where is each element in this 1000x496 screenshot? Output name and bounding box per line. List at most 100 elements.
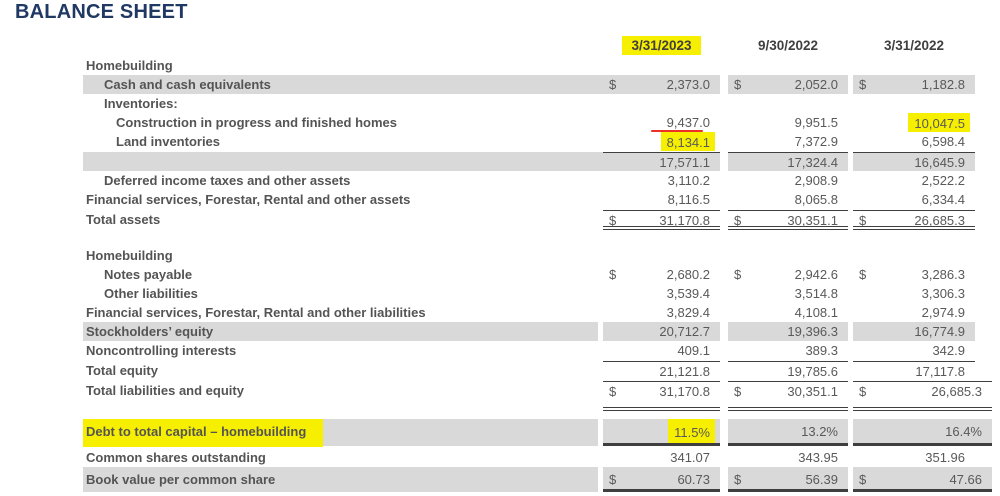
value-cell: 409.1 xyxy=(603,341,720,360)
value-cell: 6,598.4 xyxy=(853,132,975,151)
cell-value: 9,437.0 xyxy=(666,115,710,130)
dollar-sign: $ xyxy=(734,77,742,92)
cell-value: 16,774.9 xyxy=(914,324,965,339)
value-cell: 342.9 xyxy=(853,341,975,360)
value-cell: $31,170.8 xyxy=(603,380,720,411)
table-row-homebuilding-assets: Homebuilding xyxy=(0,56,1000,75)
cell-value: 2,373.0 xyxy=(666,77,710,92)
value-cell: 17,324.4 xyxy=(728,151,848,171)
table-row-common-shares-outstanding: Common shares outstanding 341.07 343.95 351… xyxy=(0,448,1000,467)
value-cell: $47.66 xyxy=(853,467,992,492)
row-label: Land inventories xyxy=(116,134,221,149)
table-row-total-assets: Total assets $31,170.8 $30,351.1 $26,685.3 xyxy=(0,209,1000,230)
row-label xyxy=(83,151,616,171)
value-cell: $30,351.1 xyxy=(728,380,848,411)
value-cell: 389.3 xyxy=(728,341,848,360)
table-row-notes-payable: Notes payable $2,680.2 $2,942.6 $3,286.3 xyxy=(0,265,1000,284)
label-highlight-marker: Debt to total capital – homebuilding xyxy=(83,419,324,447)
value-cell: 19,396.3 xyxy=(728,322,848,342)
cell-value: 16.4% xyxy=(945,424,982,439)
cell-value: 351.96 xyxy=(925,450,965,465)
value-cell: $2,373.0 xyxy=(603,75,720,95)
value-cell: 4,108.1 xyxy=(728,303,848,322)
table-row-book-value-per-common-share: Book value per common share $60.73 $56.39 $… xyxy=(0,467,1000,492)
table-row-stockholders-equity: Stockholders’ equity 20,712.7 19,396.3 16,7… xyxy=(0,322,1000,342)
dollar-sign: $ xyxy=(609,77,617,92)
value-cell: 7,372.9 xyxy=(728,132,848,151)
row-label: Total equity xyxy=(86,362,158,378)
cell-value: 26,685.3 xyxy=(931,383,982,399)
value-cell: 343.95 xyxy=(728,448,848,467)
dollar-sign: $ xyxy=(609,383,617,399)
cell-value: 3,514.8 xyxy=(794,286,838,301)
row-label: Stockholders’ equity xyxy=(83,322,598,342)
value-cell: 19,785.6 xyxy=(728,360,848,380)
cell-value: 17,117.8 xyxy=(915,363,965,379)
value-cell: 2,908.9 xyxy=(728,171,848,190)
value-cell: 16.4% xyxy=(853,419,992,446)
cell-value: 2,052.0 xyxy=(794,77,838,92)
cell-value: 30,351.1 xyxy=(787,383,838,399)
row-label: Notes payable xyxy=(104,267,193,282)
table-row-financial-services-liabilities: Financial services, Forestar, Rental and… xyxy=(0,303,1000,322)
dollar-sign: $ xyxy=(734,383,742,399)
highlighted-value: 11.5% xyxy=(668,419,715,443)
value-cell: 16,645.9 xyxy=(853,151,975,171)
table-row-construction-in-progress: Construction in progress and finished ho… xyxy=(0,113,1000,133)
value-cell: 21,121.8 xyxy=(603,360,720,380)
cell-value: 9,951.5 xyxy=(794,115,838,130)
cell-value: 19,396.3 xyxy=(787,324,838,339)
dollar-sign: $ xyxy=(734,472,742,487)
dollar-sign: $ xyxy=(609,472,617,487)
row-label: Cash and cash equivalents xyxy=(83,75,616,95)
row-label: Homebuilding xyxy=(86,58,173,73)
table-row-cash-and-cash-equivalents: Cash and cash equivalents $2,373.0 $2,052.… xyxy=(0,75,1000,95)
cell-value: 7,372.9 xyxy=(794,134,838,149)
table-row-debt-to-total-capital: Debt to total capital – homebuilding 11.5… xyxy=(0,419,1000,447)
row-label: Financial services, Forestar, Rental and… xyxy=(86,192,411,207)
cell-value: 389.3 xyxy=(805,343,838,358)
value-cell: 9,951.5 xyxy=(728,113,848,132)
value-cell: $2,680.2 xyxy=(603,265,720,284)
value-cell: 3,110.2 xyxy=(603,171,720,190)
value-cell: 20,712.7 xyxy=(603,322,720,342)
cell-value: 60.73 xyxy=(677,472,710,487)
cell-value: 3,829.4 xyxy=(666,305,710,320)
table-row-homebuilding-liabilities: Homebuilding xyxy=(0,246,1000,265)
cell-value: 2,908.9 xyxy=(794,173,838,188)
value-cell: $2,052.0 xyxy=(728,75,848,95)
cell-value: 2,522.2 xyxy=(921,173,965,188)
table-row-other-liabilities: Other liabilities 3,539.4 3,514.8 3,306.3 xyxy=(0,284,1000,303)
cell-value: 4,108.1 xyxy=(794,305,838,320)
cell-value: 3,286.3 xyxy=(921,267,965,282)
cell-value: 343.95 xyxy=(798,450,838,465)
row-label: Common shares outstanding xyxy=(86,450,266,465)
dollar-sign: $ xyxy=(609,212,617,228)
cell-value: 47.66 xyxy=(949,472,982,487)
row-label: Deferred income taxes and other assets xyxy=(104,173,351,188)
value-cell: 2,974.9 xyxy=(853,303,975,322)
cell-value: 342.9 xyxy=(932,343,965,358)
column-header-3: 3/31/2022 xyxy=(883,38,945,53)
highlighted-date-header: 3/31/2023 xyxy=(622,36,701,55)
cell-value: 6,598.4 xyxy=(921,134,965,149)
value-cell: $26,685.3 xyxy=(853,209,975,230)
dollar-sign: $ xyxy=(734,212,742,228)
cell-value: 26,685.3 xyxy=(914,212,965,228)
cell-value: 30,351.1 xyxy=(787,212,838,228)
cell-value: 19,785.6 xyxy=(787,363,838,379)
dollar-sign: $ xyxy=(859,472,867,487)
value-cell: 2,522.2 xyxy=(853,171,975,190)
row-label: Debt to total capital – homebuilding xyxy=(83,419,598,447)
column-header-2: 9/30/2022 xyxy=(757,38,819,53)
cell-value: 13.2% xyxy=(801,424,838,439)
value-cell: 13.2% xyxy=(728,419,848,446)
row-label: Homebuilding xyxy=(86,248,173,263)
row-label: Book value per common share xyxy=(83,467,598,492)
cell-value: 6,334.4 xyxy=(921,192,965,207)
dollar-sign: $ xyxy=(859,212,867,228)
dollar-sign: $ xyxy=(734,267,742,282)
dollar-sign: $ xyxy=(859,383,867,399)
page-title: BALANCE SHEET xyxy=(15,1,188,23)
value-cell: 3,306.3 xyxy=(853,284,975,303)
